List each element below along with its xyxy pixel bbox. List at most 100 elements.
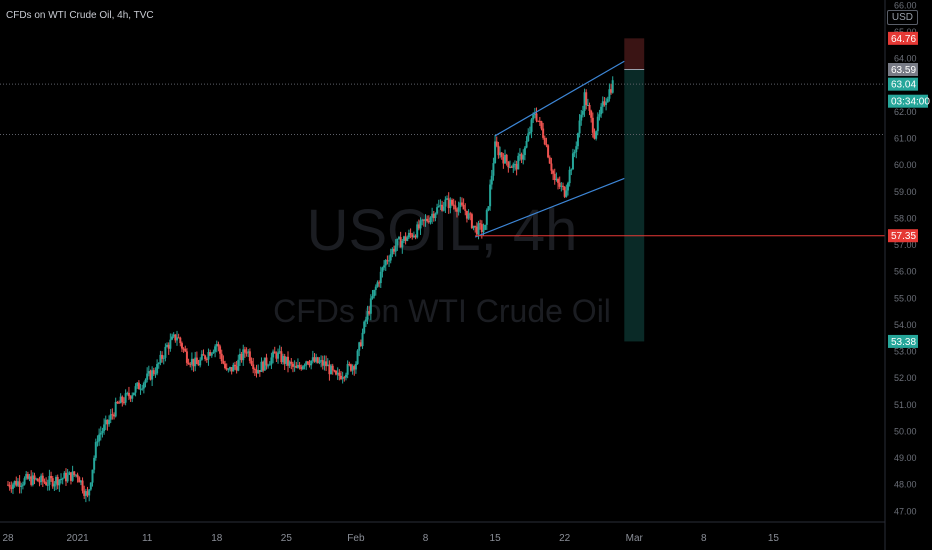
candle-body (384, 260, 387, 266)
candle-body (79, 480, 82, 483)
candle-body (578, 120, 581, 134)
x-tick-label: 8 (701, 533, 707, 544)
candle-body (293, 365, 296, 367)
candle-body (171, 336, 174, 340)
y-tick-label: 59.00 (894, 187, 917, 197)
candle-body (363, 321, 366, 333)
x-tick-label: 28 (2, 533, 14, 544)
candle-body (194, 357, 197, 367)
candle-body (446, 198, 449, 200)
candle-body (129, 396, 132, 399)
candle-body (325, 361, 328, 367)
candle-body (185, 351, 188, 363)
candle-body (144, 379, 147, 384)
candle-body (139, 388, 142, 390)
candle-body (166, 344, 169, 347)
candle-body (174, 334, 177, 341)
candle-body (331, 365, 334, 371)
candle-body (184, 348, 187, 352)
candle-body (510, 166, 513, 168)
candle-body (238, 353, 241, 360)
y-tick-label: 55.00 (894, 293, 917, 303)
candle-body (233, 364, 236, 367)
candle-body (286, 356, 289, 366)
candle-body (467, 213, 470, 219)
candle-body (7, 484, 9, 486)
candle-body (210, 353, 213, 356)
candle-body (253, 369, 256, 371)
x-tick-label: 22 (559, 533, 571, 544)
candle-body (535, 113, 538, 121)
candle-body (146, 373, 149, 380)
candle-body (373, 289, 376, 297)
candle-body (417, 224, 420, 229)
price-axis-label-box (888, 94, 928, 108)
candle-body (581, 111, 584, 115)
candle-body (81, 480, 84, 491)
candle-body (494, 141, 497, 164)
candle-body (152, 370, 155, 374)
candle-body (455, 209, 458, 212)
candle-body (28, 476, 31, 479)
candle-body (136, 382, 139, 387)
candle-body (122, 402, 125, 404)
candle-body (323, 361, 326, 366)
candle-body (137, 382, 140, 390)
candle-body (353, 366, 356, 370)
currency-button[interactable]: USD (886, 10, 918, 25)
candle-body (18, 481, 21, 487)
candle-body (51, 478, 54, 487)
candle-body (20, 485, 23, 487)
candle-body (308, 363, 311, 366)
candle-body (161, 354, 164, 359)
candle-body (291, 363, 294, 367)
candle-body (499, 152, 502, 156)
candle-body (197, 364, 200, 366)
x-tick-label: Mar (626, 533, 644, 544)
candle-body (288, 361, 291, 366)
candle-body (263, 357, 266, 371)
price-axis-label: 57.35 (891, 231, 916, 242)
candle-body (260, 361, 263, 372)
y-tick-label: 56.00 (894, 267, 917, 277)
candle-body (270, 357, 273, 365)
candle-body (416, 224, 419, 238)
candle-body (557, 178, 560, 183)
candle-body (527, 133, 530, 141)
candle-body (517, 155, 520, 170)
candle-body (520, 154, 523, 160)
candle-body (35, 478, 38, 480)
candle-body (452, 204, 455, 206)
candle-body (205, 359, 208, 361)
y-tick-label: 62.00 (894, 107, 917, 117)
candle-body (404, 236, 407, 241)
candle-body (426, 218, 429, 222)
y-tick-label: 57.00 (894, 240, 917, 250)
candle-body (351, 366, 354, 371)
candle-body (547, 145, 550, 158)
take-profit-zone (624, 69, 645, 342)
candle-body (388, 260, 391, 262)
candle-body (568, 169, 571, 184)
candle-body (30, 476, 33, 485)
y-tick-label: 64.00 (894, 54, 917, 64)
candle-body (175, 337, 178, 341)
candle-body (131, 395, 134, 399)
candle-body (412, 235, 415, 238)
y-tick-label: 54.00 (894, 320, 917, 330)
candle-body (240, 353, 243, 361)
candle-body (15, 481, 18, 486)
candle-body (431, 213, 434, 218)
candle-body (542, 128, 545, 138)
candle-body (275, 353, 278, 359)
candle-body (192, 358, 195, 367)
candle-body (469, 213, 472, 215)
candle-body (479, 223, 482, 225)
candle-body (167, 344, 170, 349)
candle-body (204, 355, 207, 360)
candle-body (386, 260, 389, 262)
candle-body (374, 286, 377, 290)
candle-body (601, 101, 604, 107)
